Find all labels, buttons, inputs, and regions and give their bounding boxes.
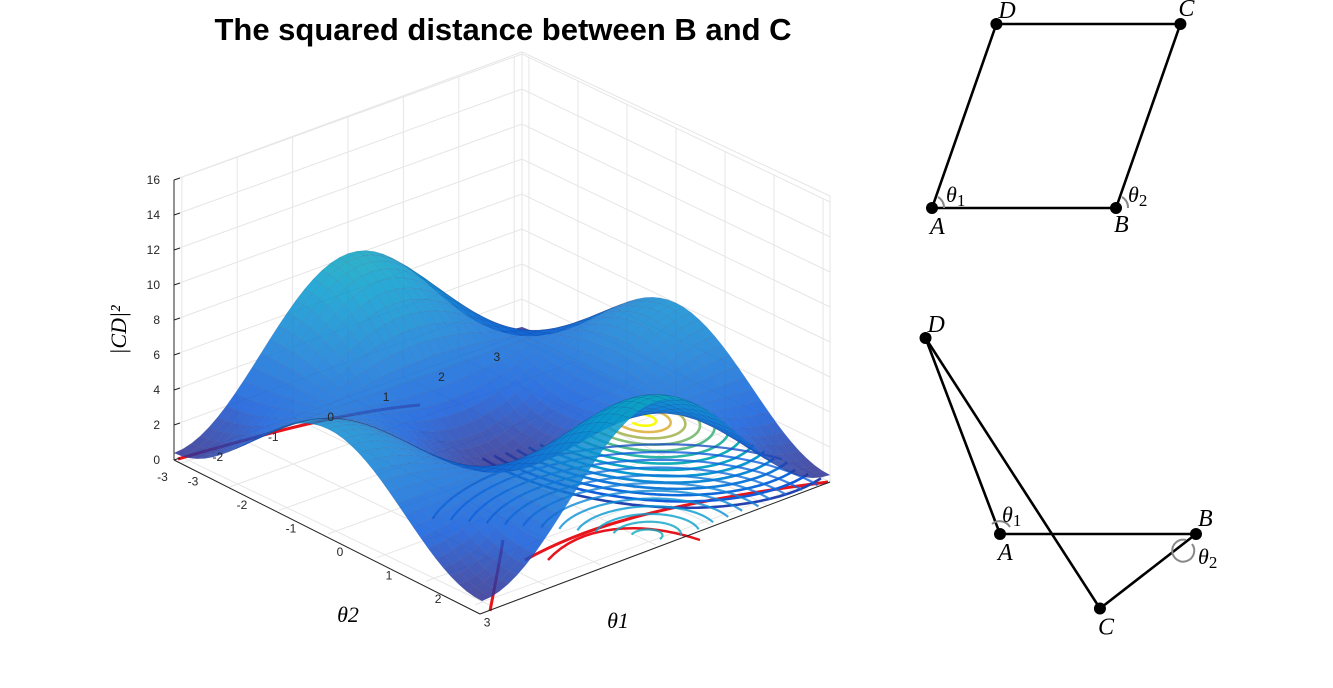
z-tick-label: 10 bbox=[147, 278, 161, 292]
contour-ring bbox=[585, 427, 716, 453]
point-label: B bbox=[1114, 212, 1129, 238]
contour-ring bbox=[558, 497, 729, 530]
diagram-point bbox=[1110, 202, 1122, 214]
y-tick-label: -2 bbox=[213, 450, 224, 464]
z-tick-label: 8 bbox=[153, 313, 160, 327]
x-axis-line bbox=[479, 481, 831, 615]
diagram-point bbox=[1093, 602, 1106, 615]
point-label: A bbox=[928, 214, 945, 240]
diagram-edge bbox=[924, 337, 1102, 610]
z-axis-label: |CD|² bbox=[106, 305, 131, 355]
angle-label: θ1 bbox=[946, 182, 965, 210]
diagram-edge bbox=[1114, 23, 1182, 209]
diagram-point bbox=[919, 332, 932, 344]
z-tick-label: 0 bbox=[153, 453, 160, 467]
x-tick-label: 3 bbox=[484, 616, 491, 630]
z-tick-label: 16 bbox=[147, 173, 161, 187]
z-tick-mark bbox=[173, 212, 181, 216]
point-label: D bbox=[997, 0, 1015, 24]
x-tick-label: -2 bbox=[237, 498, 248, 512]
z-tick-mark bbox=[173, 352, 181, 356]
point-label: D bbox=[927, 312, 945, 338]
y-axis-label: θ2 bbox=[337, 602, 359, 627]
x-ticks: -3 -2 -1 0 1 2 3 bbox=[188, 474, 491, 629]
z-tick-mark bbox=[173, 457, 181, 461]
contour-level-line bbox=[547, 527, 701, 561]
diagram-point bbox=[990, 18, 1003, 30]
diagram-edge bbox=[1099, 532, 1197, 610]
diagram-point bbox=[994, 528, 1006, 540]
y-tick-label: 3 bbox=[493, 350, 500, 364]
angle-label: θ1 bbox=[1002, 502, 1021, 530]
contour-ring bbox=[630, 528, 664, 540]
contour-ring bbox=[576, 505, 714, 531]
y-tick-label: -1 bbox=[268, 430, 279, 444]
z-tick-mark bbox=[173, 247, 181, 251]
x-axis-label: θ1 bbox=[607, 608, 629, 633]
z-tick-mark bbox=[173, 422, 181, 426]
point-label: C bbox=[1098, 614, 1115, 640]
contour-ring bbox=[620, 407, 672, 434]
angle-label: θ2 bbox=[1128, 182, 1147, 210]
contour-ring bbox=[631, 413, 658, 428]
y-tick-label: 1 bbox=[383, 390, 390, 404]
y-tick-label: 0 bbox=[327, 410, 334, 424]
diagram-edge bbox=[924, 337, 1002, 535]
angle-arc bbox=[991, 520, 1011, 528]
parallelogram-diagram: D C A Bθ1 θ2 bbox=[926, 0, 1195, 240]
y-tick-label: -3 bbox=[157, 470, 168, 484]
y-axis-line bbox=[173, 459, 481, 615]
crossed-diagram: D A B Cθ1 θ2 bbox=[919, 312, 1217, 640]
x-tick-label: -3 bbox=[188, 474, 199, 488]
z-tick-label: 12 bbox=[147, 243, 161, 257]
z-tick-label: 4 bbox=[153, 383, 160, 397]
angle-arc bbox=[937, 196, 945, 209]
z-tick-label: 14 bbox=[147, 208, 161, 222]
x-tick-label: 2 bbox=[435, 592, 442, 606]
diagram-point bbox=[1190, 528, 1202, 540]
diagram-edge bbox=[930, 23, 998, 209]
point-label: A bbox=[996, 540, 1013, 566]
z-tick-label: 2 bbox=[153, 418, 160, 432]
z-tick-mark bbox=[173, 387, 181, 391]
angle-label: θ2 bbox=[1198, 544, 1217, 572]
grid bbox=[173, 53, 831, 606]
x-tick-label: 1 bbox=[386, 569, 393, 583]
z-tick-mark bbox=[173, 317, 181, 321]
x-tick-label: 0 bbox=[337, 545, 344, 559]
angle-arc bbox=[1121, 196, 1129, 209]
contour-ring bbox=[594, 512, 700, 533]
z-ticks: 0 2 4 6 8 10 12 14 16 bbox=[147, 173, 181, 467]
surface-patch bbox=[473, 592, 492, 602]
point-label: B bbox=[1198, 506, 1213, 532]
surface-plot bbox=[173, 250, 831, 602]
diagram-point bbox=[1174, 18, 1187, 30]
chart-title: The squared distance between B and C bbox=[214, 12, 791, 47]
y-tick-label: 2 bbox=[438, 370, 445, 384]
angle-arc bbox=[1171, 538, 1196, 563]
y-ticks: -3 -2 -1 0 1 2 3 bbox=[157, 350, 500, 484]
z-tick-label: 6 bbox=[153, 348, 160, 362]
x-tick-label: -1 bbox=[286, 521, 297, 535]
z-tick-mark bbox=[173, 177, 181, 181]
diagram-point bbox=[926, 202, 938, 214]
z-tick-mark bbox=[173, 282, 181, 286]
contour-ring bbox=[612, 520, 683, 536]
point-label: C bbox=[1178, 0, 1195, 22]
